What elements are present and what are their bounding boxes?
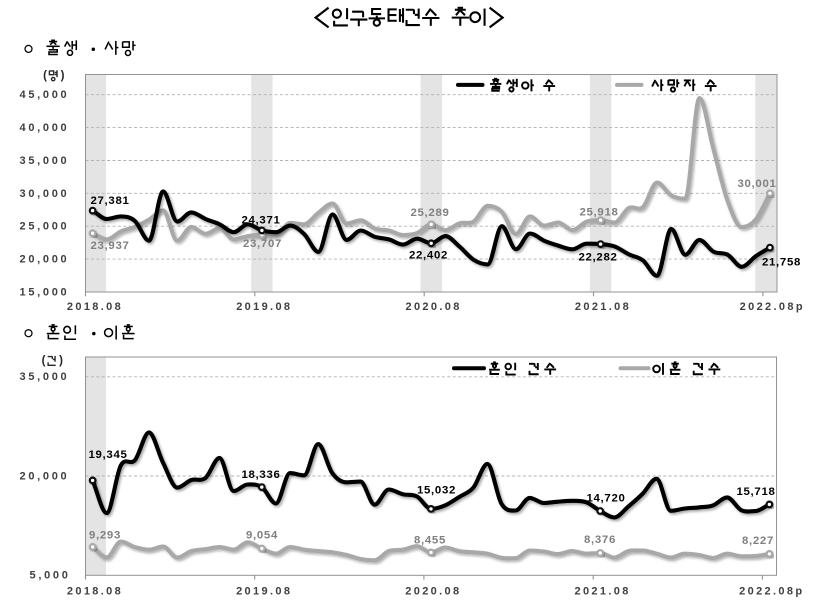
svg-text:2020.08: 2020.08 [405,301,461,313]
svg-text:2022.08p: 2022.08p [739,585,804,597]
svg-text:2021.08: 2021.08 [574,585,630,597]
svg-text:20,000: 20,000 [20,470,70,482]
svg-text:15,718: 15,718 [736,486,775,498]
svg-text:21,758: 21,758 [762,257,801,269]
svg-text:24,371: 24,371 [241,214,280,226]
svg-text:2021.08: 2021.08 [575,301,631,313]
svg-text:8,227: 8,227 [742,535,774,547]
svg-text:20,000: 20,000 [20,254,70,266]
svg-text:): ) [61,70,65,82]
svg-text:22,282: 22,282 [578,251,617,263]
svg-text:15,000: 15,000 [20,286,70,298]
svg-text:25,289: 25,289 [410,207,449,219]
svg-text:23,937: 23,937 [90,240,129,252]
svg-text:14,720: 14,720 [586,492,625,504]
svg-text:(: ( [43,70,47,82]
svg-text:25,918: 25,918 [579,206,618,218]
svg-text:5,000: 5,000 [30,570,71,582]
svg-text:30,000: 30,000 [20,188,70,200]
svg-text:35,000: 35,000 [20,155,70,167]
svg-text:2022.08p: 2022.08p [740,301,805,313]
svg-text:30,001: 30,001 [737,178,776,190]
svg-text:9,054: 9,054 [246,529,278,541]
svg-text:23,707: 23,707 [243,238,282,250]
svg-text:): ) [59,355,63,367]
svg-text:40,000: 40,000 [20,122,70,134]
svg-text:45,000: 45,000 [20,89,70,101]
svg-text:2018.08: 2018.08 [67,585,123,597]
svg-text:2020.08: 2020.08 [405,585,461,597]
svg-text:2018.08: 2018.08 [67,301,123,313]
svg-text:9,293: 9,293 [89,529,121,541]
svg-text:18,336: 18,336 [241,469,280,481]
svg-text:(: ( [42,355,46,367]
svg-text:15,032: 15,032 [417,485,456,497]
svg-text:8,455: 8,455 [414,534,446,546]
svg-text:25,000: 25,000 [20,221,70,233]
svg-text:2019.08: 2019.08 [236,301,292,313]
svg-text:35,000: 35,000 [20,371,70,383]
svg-text:2019.08: 2019.08 [236,585,292,597]
svg-text:8,376: 8,376 [584,534,616,546]
svg-text:22,402: 22,402 [409,249,448,261]
svg-text:27,381: 27,381 [90,195,129,207]
svg-text:19,345: 19,345 [88,449,127,461]
